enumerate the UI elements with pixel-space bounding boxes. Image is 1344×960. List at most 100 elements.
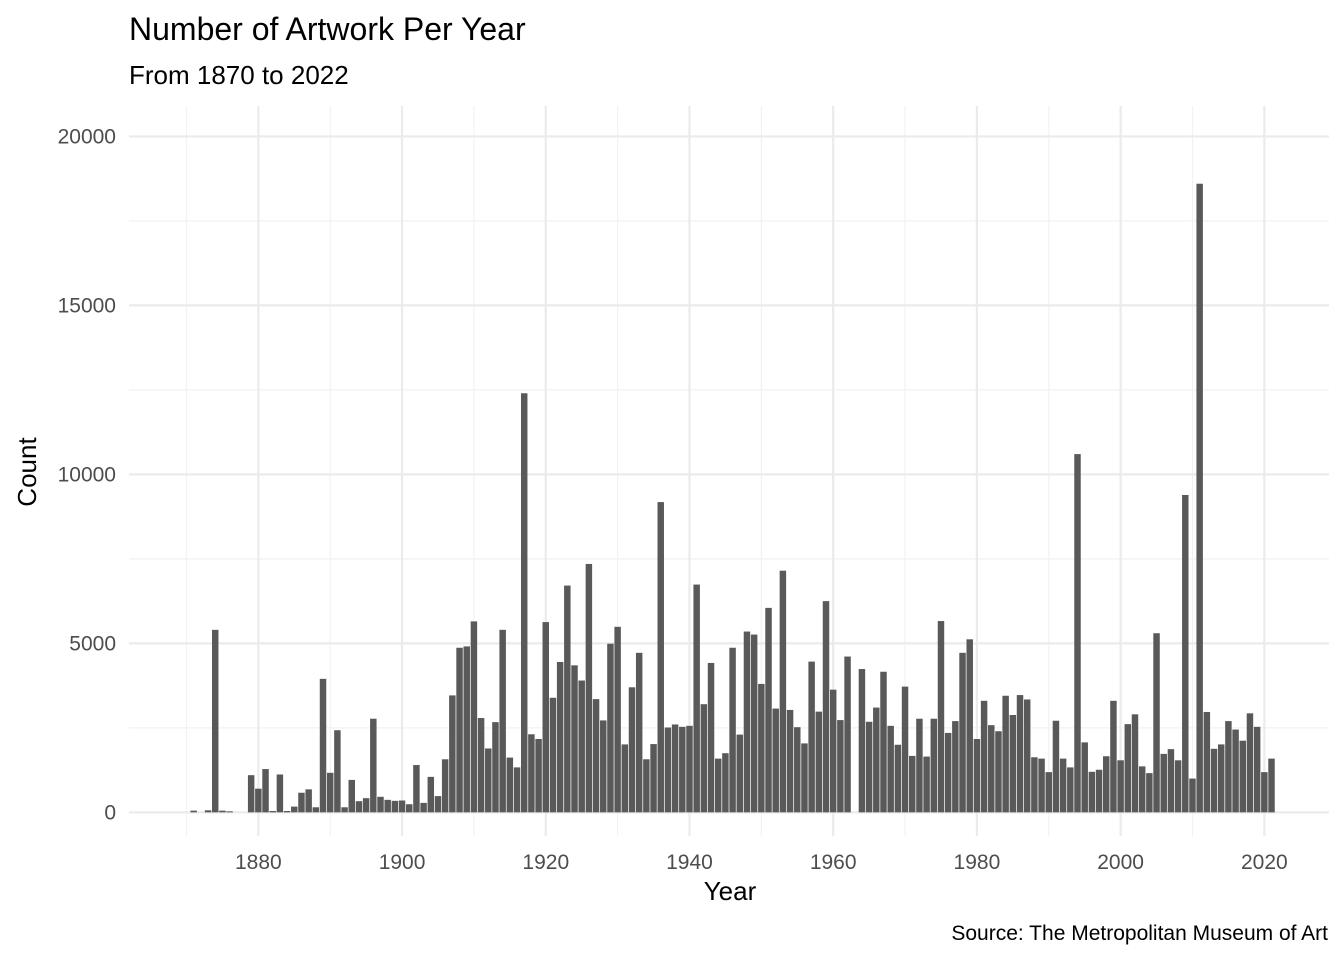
y-tick-label: 5000 <box>69 632 116 655</box>
bar-1887 <box>305 789 312 813</box>
bar-1922 <box>556 661 564 813</box>
x-tick-label: 1920 <box>522 851 569 874</box>
bar-1904 <box>427 776 435 813</box>
bar-1989 <box>1038 758 1045 813</box>
bar-1914 <box>499 629 506 813</box>
bar-2002 <box>1131 714 1139 813</box>
bar-1961 <box>837 720 844 813</box>
bar-1972 <box>916 718 923 813</box>
bar-1880 <box>255 788 262 813</box>
bar-2013 <box>1210 748 1218 813</box>
bar-1962 <box>844 656 851 813</box>
bar-1931 <box>621 744 629 813</box>
bar-1986 <box>1016 695 1024 813</box>
bar-1929 <box>607 643 614 813</box>
bar-1873 <box>204 810 212 813</box>
bar-1936 <box>657 502 664 813</box>
bar-2005 <box>1153 633 1160 813</box>
bar-1916 <box>513 767 521 813</box>
bar-1954 <box>786 709 794 813</box>
bar-1945 <box>722 753 729 813</box>
grid-lines <box>129 106 1329 836</box>
bar-1944 <box>714 758 722 813</box>
bar-1966 <box>873 707 880 813</box>
bar-1942 <box>700 704 708 813</box>
bar-1943 <box>707 662 715 813</box>
bar-1950 <box>758 683 765 813</box>
bar-1905 <box>434 796 442 813</box>
bar-1893 <box>348 779 355 813</box>
bar-1992 <box>1059 758 1067 813</box>
bar-1908 <box>456 647 463 813</box>
bar-2015 <box>1225 721 1232 813</box>
bar-1947 <box>736 734 744 813</box>
bar-1957 <box>808 661 815 813</box>
y-tick-label: 20000 <box>58 125 116 148</box>
bar-1975 <box>937 621 945 813</box>
x-tick-label: 2000 <box>1097 851 1144 874</box>
bar-1886 <box>298 792 305 813</box>
bar-1909 <box>463 646 470 813</box>
bar-1907 <box>449 695 456 813</box>
bar-1955 <box>794 727 801 813</box>
bar-1964 <box>858 669 866 813</box>
bar-1958 <box>815 711 823 813</box>
bar-1903 <box>420 802 427 813</box>
bar-1883 <box>276 774 284 813</box>
bar-1995 <box>1081 742 1088 813</box>
bar-1940 <box>686 725 693 813</box>
bar-1875 <box>219 810 226 813</box>
bar-1960 <box>829 689 837 813</box>
bar-1913 <box>492 722 499 813</box>
bar-1977 <box>952 721 959 813</box>
bar-1935 <box>650 744 657 813</box>
bar-1952 <box>772 708 779 813</box>
bar-1890 <box>326 772 334 813</box>
bar-2017 <box>1239 740 1247 813</box>
bar-1978 <box>959 652 966 813</box>
bar-1959 <box>822 601 830 813</box>
bar-1956 <box>801 743 808 813</box>
bar-1970 <box>901 686 909 813</box>
chart-title: Number of Artwork Per Year <box>129 11 526 47</box>
y-tick-label: 0 <box>104 801 116 824</box>
bar-1934 <box>643 759 650 813</box>
bars <box>190 183 1275 813</box>
y-axis-ticks: 0 5000 10000 15000 20000 <box>58 125 116 824</box>
bar-1900 <box>398 800 406 813</box>
bar-2003 <box>1138 766 1146 813</box>
bar-1884 <box>283 810 291 813</box>
bar-1974 <box>930 718 938 813</box>
bar-1898 <box>384 799 391 813</box>
bar-1892 <box>341 807 348 813</box>
bar-1946 <box>729 647 736 813</box>
bar-2006 <box>1160 753 1167 813</box>
bar-1895 <box>362 798 370 813</box>
bar-1973 <box>923 756 930 813</box>
bar-1976 <box>944 732 952 813</box>
y-tick-label: 15000 <box>58 294 116 317</box>
bar-1894 <box>355 801 363 813</box>
bar-1923 <box>564 585 571 813</box>
bar-2000 <box>1117 760 1124 813</box>
bar-1988 <box>1031 757 1038 813</box>
bar-1926 <box>585 563 593 813</box>
bar-1891 <box>334 730 341 813</box>
bar-1924 <box>571 665 578 813</box>
bar-1902 <box>413 765 420 813</box>
bar-1874 <box>211 629 219 813</box>
bar-2001 <box>1124 724 1132 813</box>
bar-1928 <box>600 720 607 813</box>
bar-1982 <box>988 725 995 813</box>
bar-2012 <box>1203 711 1211 813</box>
x-axis-ticks: 1880 1900 1920 1940 1960 1980 2000 2020 <box>235 851 1288 874</box>
bar-1996 <box>1088 771 1096 813</box>
chart-subtitle: From 1870 to 2022 <box>129 60 349 90</box>
bar-1979 <box>966 639 973 813</box>
bar-1899 <box>391 800 399 813</box>
bar-1921 <box>549 697 557 813</box>
bar-1910 <box>470 621 478 813</box>
bar-1901 <box>406 804 413 813</box>
bar-2009 <box>1182 495 1189 813</box>
bar-1993 <box>1067 767 1074 813</box>
